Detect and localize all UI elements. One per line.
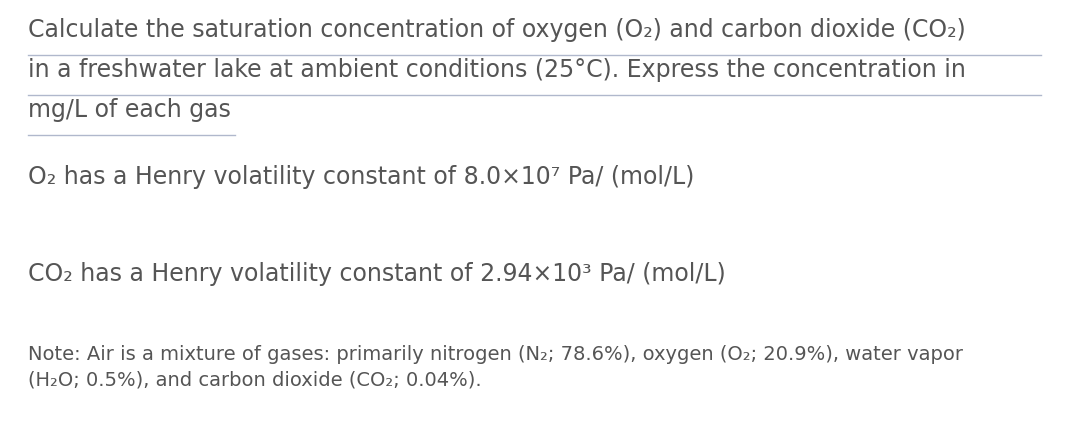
Text: O₂ has a Henry volatility constant of 8.0×10⁷ Pa/ (mol/L): O₂ has a Henry volatility constant of 8.…	[28, 165, 694, 189]
Text: mg/L of each gas: mg/L of each gas	[28, 98, 231, 122]
Text: in a freshwater lake at ambient conditions (25°C). Express the concentration in: in a freshwater lake at ambient conditio…	[28, 58, 966, 82]
Text: Note: Air is a mixture of gases: primarily nitrogen (N₂; 78.6%), oxygen (O₂; 20.: Note: Air is a mixture of gases: primari…	[28, 345, 963, 364]
Text: Calculate the saturation concentration of oxygen (O₂) and carbon dioxide (CO₂): Calculate the saturation concentration o…	[28, 18, 966, 42]
Text: (H₂O; 0.5%), and carbon dioxide (CO₂; 0.04%).: (H₂O; 0.5%), and carbon dioxide (CO₂; 0.…	[28, 371, 482, 390]
Text: CO₂ has a Henry volatility constant of 2.94×10³ Pa/ (mol/L): CO₂ has a Henry volatility constant of 2…	[28, 262, 725, 286]
